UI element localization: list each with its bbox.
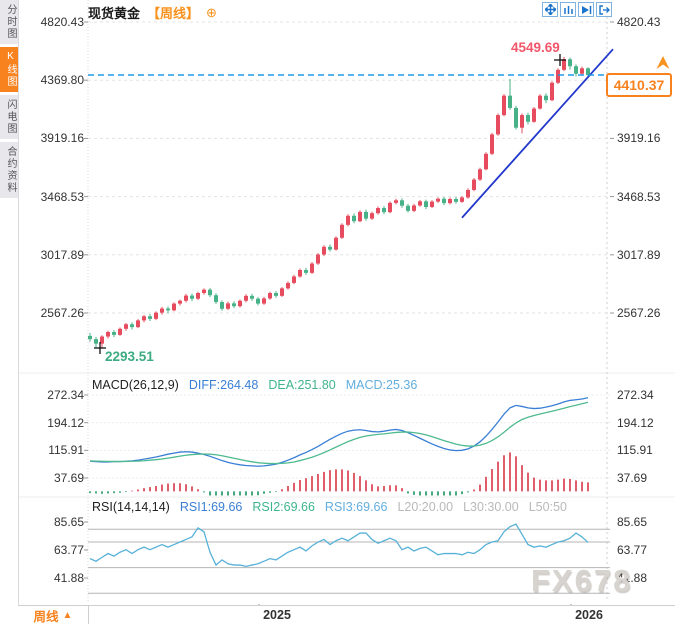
- low-price-label: 2293.51: [105, 349, 154, 364]
- chevron-up-icon: ▲: [62, 610, 73, 621]
- add-indicator-icon[interactable]: ⊕: [206, 5, 217, 20]
- rsi3-value: RSI3:69.66: [324, 500, 388, 514]
- rsi-header: RSI(14,14,14) RSI1:69.66 RSI2:69.66 RSI3…: [92, 500, 567, 514]
- axis-label: 2567.26: [40, 306, 84, 320]
- macd-dea-value: DEA:251.80: [268, 378, 336, 392]
- axis-label: 194.12: [47, 415, 84, 430]
- axis-label: 3468.53: [40, 189, 84, 204]
- macd-header: MACD(26,12,9) DIFF:264.48 DEA:251.80 MAC…: [92, 378, 417, 392]
- axis-label: 3017.89: [40, 247, 84, 262]
- axis-label: 41.88: [617, 571, 648, 585]
- x-axis-label-2026: 2026: [575, 608, 603, 622]
- exit-fullscreen-icon[interactable]: [596, 2, 612, 17]
- sidebar-item-lightning-chart[interactable]: 闪电图: [0, 95, 18, 139]
- axis-label: 2567.26: [617, 306, 661, 320]
- axis-label: 115.91: [617, 443, 653, 458]
- region-zoom-icon[interactable]: [560, 2, 576, 17]
- axis-label: 85.65: [617, 515, 648, 529]
- playback-icon[interactable]: [578, 2, 594, 17]
- symbol-name: 现货黄金: [88, 6, 141, 21]
- period-tab-weekly[interactable]: 周线 ▲: [18, 606, 89, 624]
- rsi-params: RSI(14,14,14): [92, 500, 170, 514]
- rsi-l20-value: L20:20.00: [397, 500, 454, 514]
- axis-label: 3919.16: [617, 131, 661, 146]
- bottom-axis-strip: 周线 ▲ 2025 2026: [18, 605, 675, 624]
- macd-diff-value: DIFF:264.48: [188, 378, 259, 392]
- sidebar-item-contract-info[interactable]: 合约资料: [0, 142, 18, 198]
- axis-label: 4369.80: [40, 73, 84, 88]
- axis-label: 41.88: [53, 571, 84, 585]
- chart-toolbar: [542, 2, 612, 17]
- x-axis-label-2025: 2025: [263, 608, 291, 622]
- macd-hist-value: MACD:25.36: [345, 378, 418, 392]
- axis-label: 115.91: [48, 443, 84, 458]
- macd-params: MACD(26,12,9): [92, 378, 179, 392]
- period-tag: 【周线】: [147, 6, 200, 21]
- period-tab-label: 周线: [33, 610, 59, 624]
- sidebar-item-time-chart[interactable]: 分时图: [0, 0, 18, 44]
- sidebar: 分时图 K线图 闪电图 合约资料: [0, 0, 19, 624]
- axis-label: 37.69: [53, 471, 84, 485]
- rsi2-value: RSI2:69.66: [252, 500, 315, 514]
- sidebar-item-kline-chart[interactable]: K线图: [0, 47, 18, 92]
- fx678-watermark: FX678: [531, 563, 633, 598]
- axis-label: 272.34: [47, 388, 84, 402]
- rsi1-value: RSI1:69.66: [179, 500, 243, 514]
- axis-label: 194.12: [617, 415, 654, 430]
- axis-label: 3468.53: [617, 189, 661, 204]
- axis-label: 63.77: [617, 542, 648, 557]
- axis-label: 37.69: [617, 471, 648, 485]
- chart-title: 现货黄金 【周线】 ⊕: [88, 3, 217, 22]
- axis-label: 63.77: [53, 542, 84, 557]
- axis-label: 272.34: [617, 388, 654, 402]
- axis-label: 85.65: [53, 515, 84, 529]
- axis-label: 4820.43: [40, 15, 84, 29]
- axis-label: 4820.43: [617, 15, 661, 29]
- axis-label: 3919.16: [40, 131, 84, 146]
- axis-label: 3017.89: [617, 247, 661, 262]
- last-price-box: 4410.37: [606, 73, 672, 97]
- pan-icon[interactable]: [542, 2, 558, 17]
- rsi-l30-value: L30:30.00: [463, 500, 519, 514]
- high-price-label: 4549.69: [511, 40, 560, 55]
- price-up-arrow-icon: [656, 56, 670, 77]
- rsi-l50-value: L50:50: [528, 500, 567, 514]
